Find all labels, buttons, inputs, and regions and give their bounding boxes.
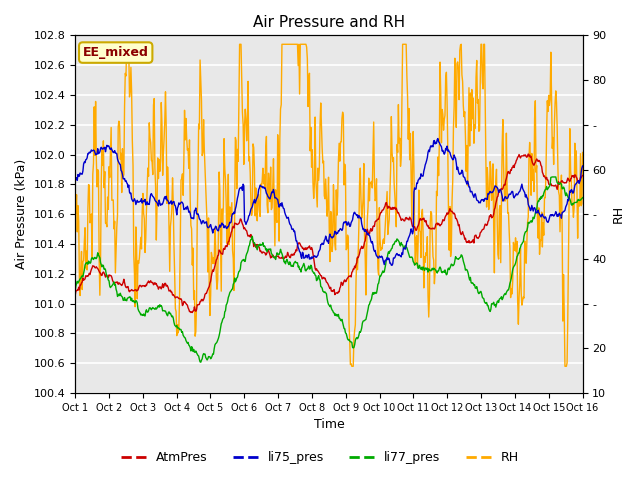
X-axis label: Time: Time [314, 419, 344, 432]
Legend: AtmPres, li75_pres, li77_pres, RH: AtmPres, li75_pres, li77_pres, RH [116, 446, 524, 469]
Y-axis label: Air Pressure (kPa): Air Pressure (kPa) [15, 159, 28, 269]
Text: EE_mixed: EE_mixed [83, 46, 148, 59]
Y-axis label: RH: RH [612, 205, 625, 223]
Title: Air Pressure and RH: Air Pressure and RH [253, 15, 405, 30]
